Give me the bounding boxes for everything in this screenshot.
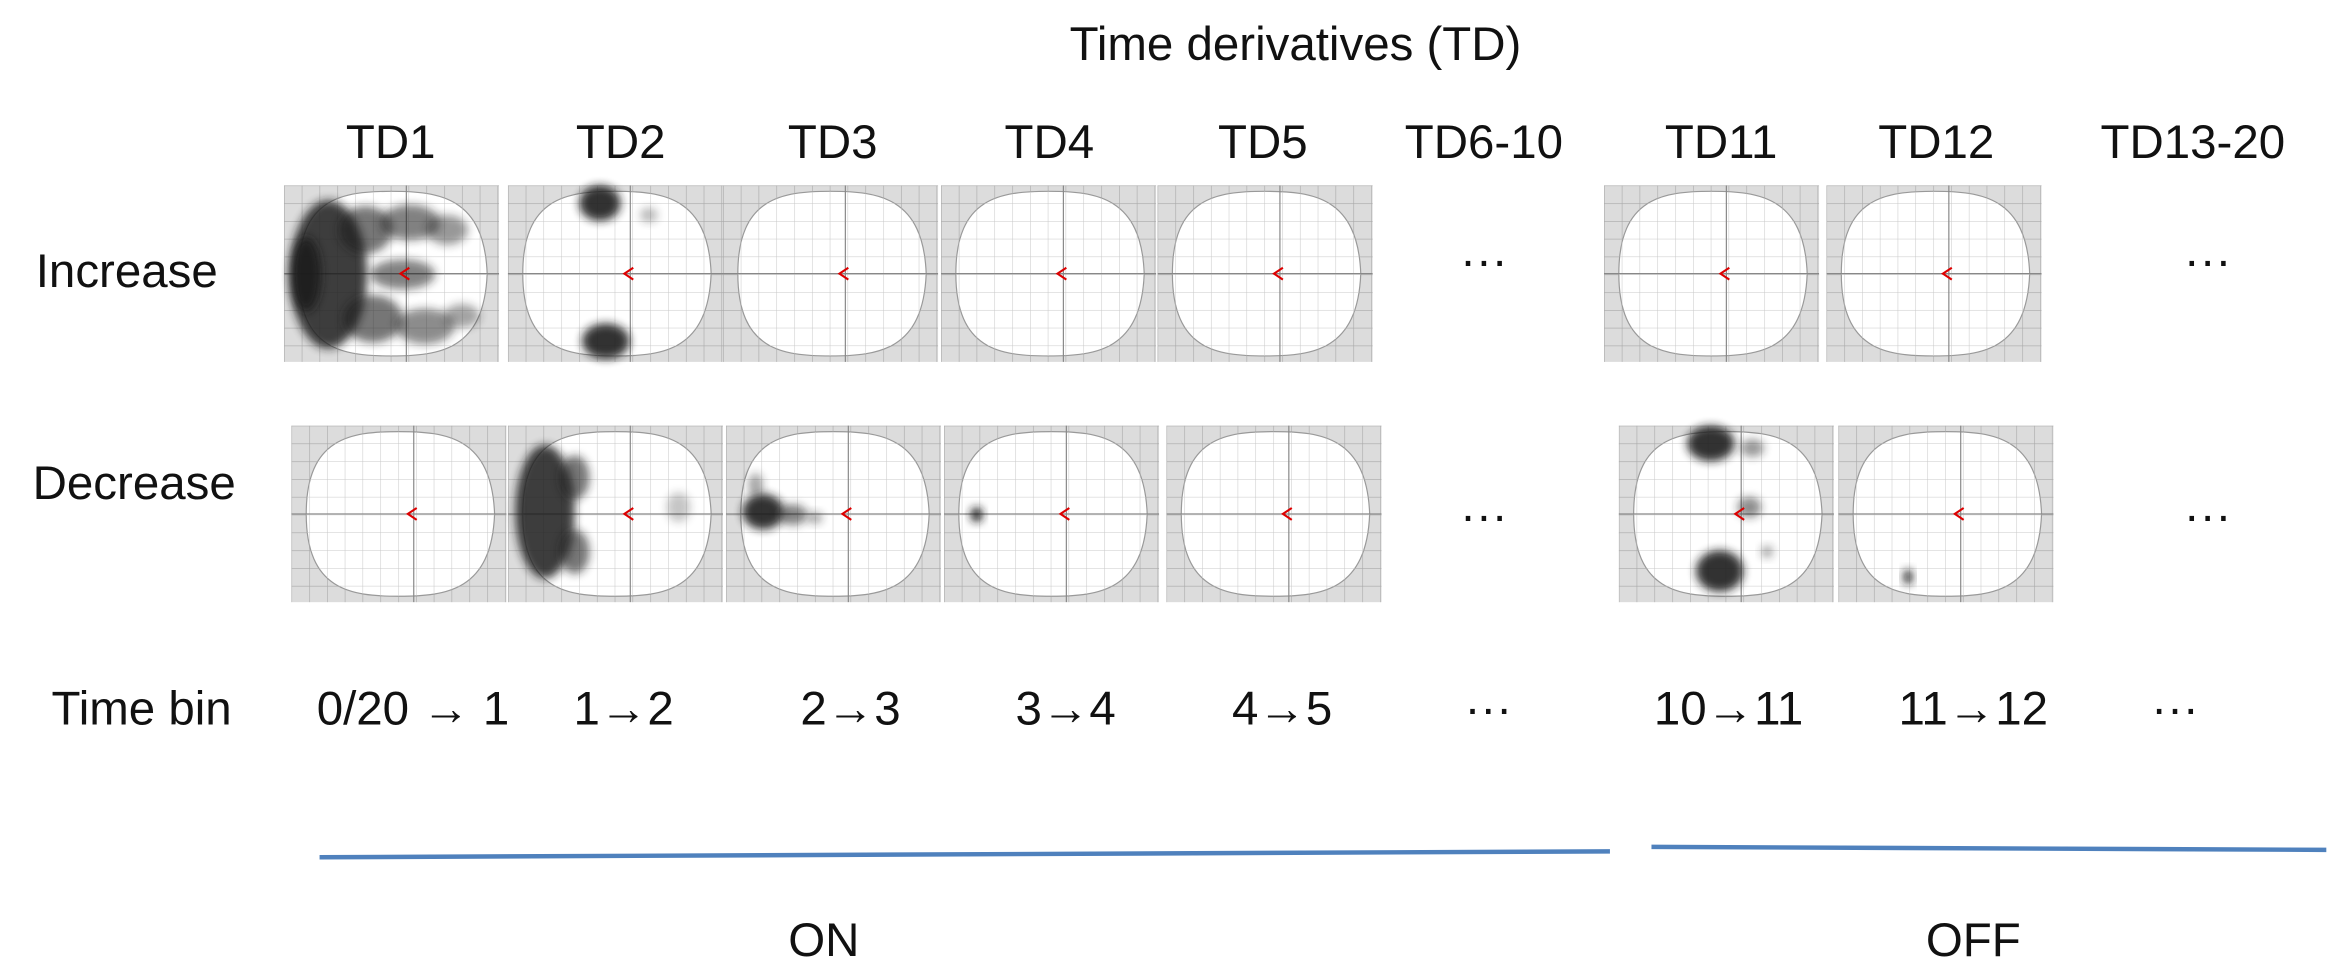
activation-blob	[343, 295, 402, 342]
time-bin-label: Time bin	[51, 682, 231, 735]
activation-blob	[444, 304, 480, 328]
time-bin: 2→3	[800, 682, 900, 735]
brain-panel	[284, 185, 499, 361]
column-label: TD12	[1878, 116, 1994, 169]
brain-panel	[1604, 185, 1819, 361]
time-bin: ···	[2151, 682, 2198, 735]
time-bin: 3→4	[1015, 682, 1115, 735]
ellipsis: ···	[1460, 490, 1507, 543]
column-label: TD5	[1218, 116, 1308, 169]
brain-panel	[723, 185, 938, 361]
activation-blob	[640, 208, 658, 223]
title: Time derivatives (TD)	[1070, 18, 1522, 71]
brain-panel	[726, 426, 941, 602]
activation-blob	[291, 237, 321, 311]
activation-blob	[971, 507, 983, 522]
activation-blob	[560, 455, 590, 499]
brain-panel	[1619, 426, 1834, 602]
time-bin: 4→5	[1232, 682, 1332, 735]
ellipsis: ···	[1460, 235, 1507, 288]
brain-panel	[1826, 185, 2041, 361]
column-label: TD3	[788, 116, 878, 169]
activation-blob	[560, 529, 590, 573]
activation-blob	[582, 323, 629, 359]
figure: Time derivatives (TD) Increase Decrease …	[0, 0, 2327, 970]
off-line	[1651, 847, 2326, 850]
on-line	[320, 851, 1610, 857]
time-bin: ···	[1465, 682, 1512, 735]
activation-blob	[808, 512, 823, 524]
activation-blob	[1737, 497, 1761, 518]
activation-blob	[1696, 550, 1743, 592]
column-label: TD13-20	[2101, 116, 2286, 169]
brain-panel	[1166, 426, 1381, 602]
ellipsis: ···	[2184, 490, 2231, 543]
activation-blob	[1740, 439, 1764, 457]
brain-panel	[508, 185, 723, 361]
column-label: TD2	[576, 116, 666, 169]
activation-blob	[1687, 426, 1734, 462]
time-bin: 11→12	[1899, 682, 2048, 735]
activation-blob	[1904, 570, 1913, 585]
activation-blob	[667, 492, 691, 522]
column-label: TD4	[1004, 116, 1094, 169]
time-bin: 10→11	[1654, 682, 1803, 735]
column-label: TD1	[346, 116, 436, 169]
row-label: Increase	[36, 245, 218, 298]
group-label: ON	[788, 914, 859, 967]
activation-blob	[1761, 546, 1773, 558]
ellipsis: ···	[2184, 235, 2231, 288]
column-label: TD11	[1665, 116, 1778, 169]
group-label: OFF	[1926, 914, 2021, 967]
brain-panel	[291, 426, 506, 602]
activation-blob	[426, 215, 468, 245]
brain-panel	[1158, 185, 1373, 361]
column-label: TD6-10	[1405, 116, 1563, 169]
brain-panel	[508, 426, 723, 602]
time-bin: 1→2	[573, 682, 673, 735]
page: Time derivatives (TD) Increase Decrease …	[0, 0, 2327, 970]
brain-panel	[941, 185, 1156, 361]
activation-blob	[742, 494, 784, 530]
time-bin: 0/20 → 1	[317, 682, 510, 735]
row-label: Decrease	[33, 457, 236, 510]
brain-panel	[944, 426, 1159, 602]
activation-blob	[778, 504, 808, 525]
activation-blob	[579, 185, 621, 221]
brain-panel	[1838, 426, 2053, 602]
activation-blob	[748, 473, 763, 497]
